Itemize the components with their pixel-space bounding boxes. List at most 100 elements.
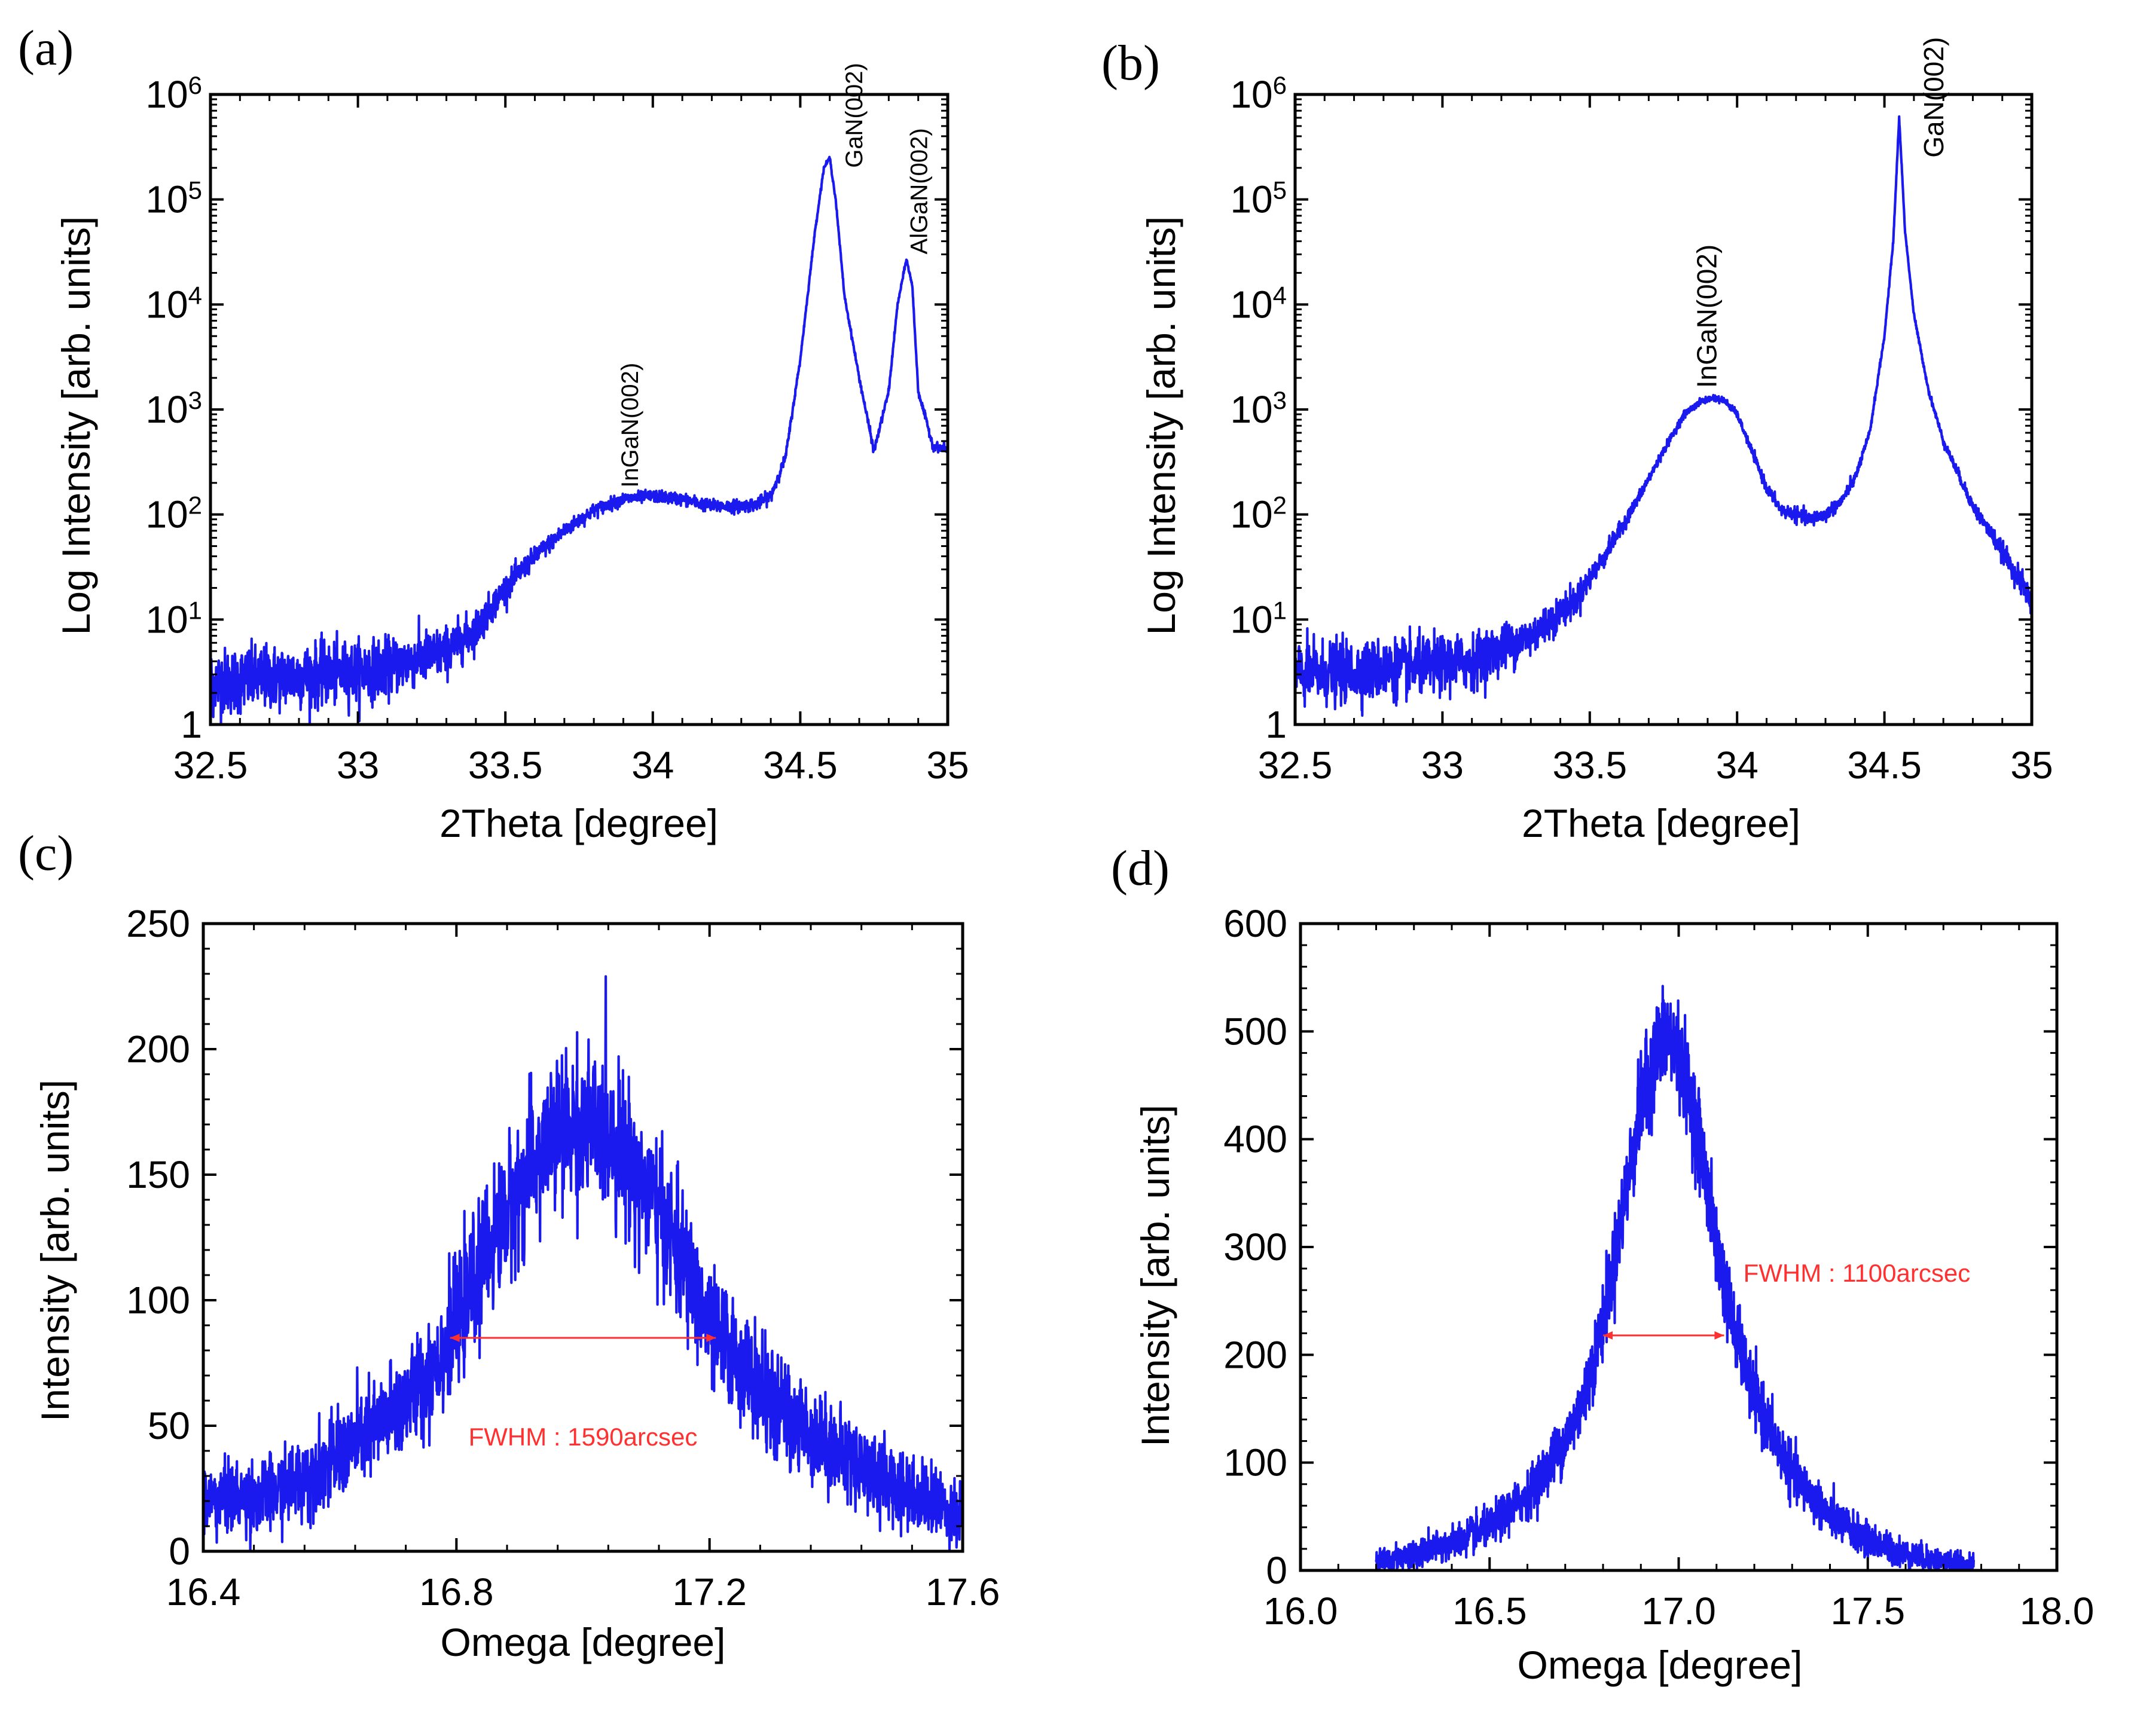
x-tick-label-d: 17.0	[1641, 1590, 1716, 1633]
y-tick-base-b: 10	[1230, 388, 1272, 431]
fwhm-arrowhead-right-d	[1714, 1331, 1724, 1340]
y-tick-label-a: 1	[181, 703, 202, 746]
x-tick-label-d: 16.0	[1263, 1590, 1338, 1633]
y-tick-label-a: 101	[145, 596, 202, 641]
peak-label-a: AlGaN(002)	[906, 128, 933, 254]
y-tick-base-a: 10	[145, 283, 188, 326]
fwhm-arrowhead-right-c	[706, 1334, 716, 1342]
y-tick-exp-a: 4	[188, 281, 202, 309]
x-tick-label-c: 17.2	[672, 1570, 747, 1613]
x-tick-label-a: 35	[926, 744, 969, 787]
y-tick-label-c: 250	[126, 902, 190, 945]
y-tick-label-b: 101	[1230, 596, 1287, 641]
y-tick-exp-a: 3	[188, 386, 202, 414]
y-tick-label-d: 600	[1223, 902, 1287, 945]
y-tick-label-d: 0	[1266, 1549, 1287, 1592]
series-line-b	[1295, 115, 2032, 717]
panel-label-d: (d)	[1111, 841, 1170, 896]
y-tick-base-a: 10	[145, 178, 188, 221]
y-axis-title-c: Intensity [arb. units]	[33, 1080, 77, 1422]
x-tick-label-b: 35	[2010, 744, 2053, 787]
x-tick-label-a: 34.5	[763, 744, 838, 787]
y-tick-base-b: 10	[1230, 283, 1272, 326]
y-tick-label-d: 100	[1223, 1441, 1287, 1484]
x-tick-label-a: 33	[337, 744, 379, 787]
series-line-a	[210, 155, 948, 725]
y-tick-exp-b: 6	[1273, 71, 1287, 99]
fwhm-label-c: FWHM : 1590arcsec	[469, 1423, 698, 1451]
y-tick-exp-b: 2	[1273, 491, 1287, 519]
fwhm-arrowhead-left-c	[450, 1334, 460, 1342]
y-tick-label-b: 104	[1230, 281, 1287, 326]
chart-panel-b: (b) 32.5 33 33.5 34 34.5 35110110210310410510…	[1101, 35, 2053, 845]
plot-body-a: 32.5 33 33.5 34 34.5 351101102103104105106InG…	[145, 63, 969, 787]
y-tick-label-d: 400	[1223, 1118, 1287, 1161]
x-tick-label-c: 17.6	[926, 1570, 1000, 1613]
x-tick-label-b: 33	[1421, 744, 1464, 787]
y-tick-label-d: 200	[1223, 1333, 1287, 1376]
y-tick-label-b: 102	[1230, 491, 1287, 536]
series-line-c	[203, 975, 963, 1551]
y-axis-title-d: Intensity [arb. units]	[1133, 1105, 1177, 1447]
peak-label-a: InGaN(002)	[617, 363, 643, 488]
x-tick-label-c: 16.8	[419, 1570, 494, 1613]
x-tick-label-b: 34.5	[1847, 744, 1922, 787]
y-tick-exp-a: 2	[188, 491, 202, 519]
y-tick-base-b: 10	[1230, 493, 1272, 536]
x-axis-title-b: 2Theta [degree]	[1522, 801, 1800, 845]
panel-label-b: (b)	[1101, 35, 1160, 91]
x-tick-label-d: 17.5	[1830, 1590, 1905, 1633]
y-tick-label-b: 106	[1230, 71, 1287, 117]
x-tick-label-b: 33.5	[1553, 744, 1628, 787]
y-tick-label-c: 150	[126, 1153, 190, 1196]
y-tick-base-b: 10	[1230, 598, 1272, 641]
y-tick-label-c: 200	[126, 1028, 190, 1071]
plot-body-b: 32.5 33 33.5 34 34.5 351101102103104105106InG…	[1230, 37, 2053, 787]
y-tick-label-c: 50	[148, 1404, 190, 1447]
x-axis-title-c: Omega [degree]	[441, 1620, 726, 1664]
y-tick-label-a: 105	[145, 176, 202, 221]
x-tick-label-b: 34	[1716, 744, 1759, 787]
y-axis-title-b: Log Intensity [arb. units]	[1139, 216, 1183, 635]
y-tick-exp-b: 4	[1273, 281, 1287, 309]
series-line-d	[1375, 985, 1975, 1570]
peak-label-b: InGaN(002)	[1692, 244, 1723, 388]
y-tick-label-a: 104	[145, 281, 202, 326]
x-tick-label-c: 16.4	[166, 1570, 241, 1613]
chart-panel-a: (a) 32.5 33 33.5 34 34.5 35110110210310410510…	[18, 20, 969, 845]
y-tick-label-a: 106	[145, 71, 202, 117]
panel-label-a: (a)	[18, 20, 74, 76]
y-tick-exp-b: 1	[1273, 596, 1287, 624]
y-tick-base-a: 10	[145, 73, 188, 116]
plot-body-d: 16.0 16.5 17.0 17.5 18.0 0 100 200 300 400 500 600 F…	[1223, 902, 2094, 1633]
y-tick-base-b: 10	[1230, 73, 1272, 116]
fwhm-label-d: FWHM : 1100arcsec	[1744, 1259, 1971, 1287]
y-tick-label-b: 105	[1230, 176, 1287, 221]
y-tick-base-b: 10	[1230, 178, 1272, 221]
x-tick-label-b: 32.5	[1258, 744, 1333, 787]
peak-label-a: GaN(002)	[841, 63, 868, 168]
fwhm-arrowhead-left-d	[1603, 1331, 1613, 1340]
y-tick-exp-b: 5	[1273, 176, 1287, 204]
y-tick-label-c: 0	[169, 1530, 190, 1573]
panel-label-c: (c)	[18, 826, 74, 881]
chart-panel-c: (c) 16.4 16.8 17.2 17.6 0 50 100 150 200 250 FWHM …	[18, 826, 1000, 1664]
y-tick-base-a: 10	[145, 388, 188, 431]
chart-panel-d: (d) 16.0 16.5 17.0 17.5 18.0 0 100 200 300 400 500…	[1111, 841, 2094, 1687]
y-tick-label-c: 100	[126, 1279, 190, 1322]
x-axis-title-d: Omega [degree]	[1518, 1643, 1803, 1687]
y-tick-exp-a: 5	[188, 176, 202, 204]
y-tick-base-a: 10	[145, 493, 188, 536]
y-tick-label-a: 103	[145, 386, 202, 432]
y-axis-title-a: Log Intensity [arb. units]	[54, 216, 98, 635]
plot-frame-c	[202, 922, 964, 1553]
y-tick-base-a: 10	[145, 598, 188, 641]
y-tick-label-b: 103	[1230, 386, 1287, 432]
peak-label-b: GaN(002)	[1918, 37, 1949, 158]
plot-body-c: 16.4 16.8 17.2 17.6 0 50 100 150 200 250 FWHM : 15…	[126, 902, 1000, 1613]
x-tick-label-d: 16.5	[1452, 1590, 1527, 1633]
y-tick-exp-a: 6	[188, 71, 202, 99]
y-tick-label-d: 500	[1223, 1010, 1287, 1053]
x-tick-label-a: 33.5	[468, 744, 543, 787]
